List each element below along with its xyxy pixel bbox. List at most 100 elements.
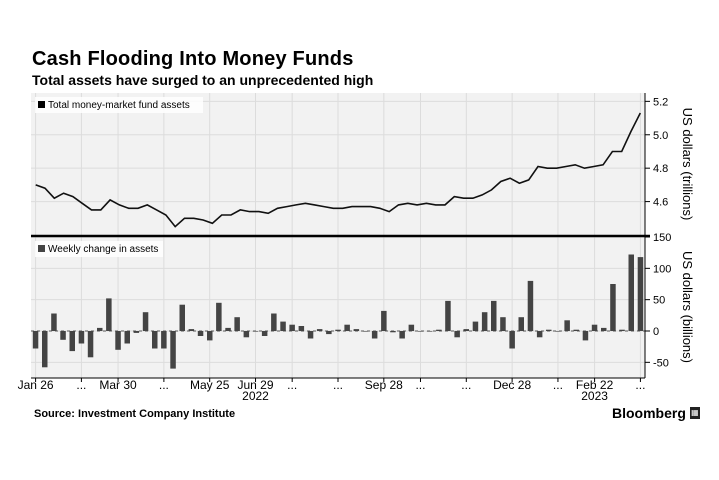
top-y-axis-title: US dollars (trillions) <box>680 108 695 221</box>
x-tick-label: Sep 28 <box>365 378 403 392</box>
bottom-legend-swatch <box>38 245 45 252</box>
weekly-change-bar <box>463 329 469 331</box>
weekly-change-bar <box>481 312 488 331</box>
weekly-change-bar <box>216 302 222 331</box>
weekly-change-bar <box>601 327 607 331</box>
year-label-2022: 2022 <box>242 389 269 400</box>
weekly-change-bar <box>500 317 506 331</box>
weekly-change-bar <box>170 331 176 369</box>
weekly-change-bar <box>243 331 250 338</box>
weekly-change-bar <box>307 331 314 339</box>
x-tick-label: Jan 26 <box>18 378 54 392</box>
weekly-change-bar <box>436 329 442 331</box>
chart-area: 4.6 4.8 5.0 5.2 -50 0 50 100 150 Total money-mark… <box>18 93 695 403</box>
weekly-change-bar <box>582 331 589 341</box>
weekly-change-bar <box>362 331 369 332</box>
weekly-change-bar <box>417 331 424 332</box>
x-tick-label: Dec 28 <box>493 378 531 392</box>
weekly-change-bar <box>472 321 479 331</box>
weekly-change-bar <box>271 313 277 331</box>
x-tick-label: ... <box>461 378 471 392</box>
weekly-change-bar <box>390 331 396 333</box>
year-label-2023: 2023 <box>581 389 608 400</box>
weekly-change-bar <box>546 329 552 331</box>
weekly-change-bar <box>252 331 259 332</box>
top-ytick-label: 4.6 <box>653 197 668 209</box>
weekly-change-bar <box>124 331 130 344</box>
money-funds-chart: 4.6 4.8 5.0 5.2 -50 0 50 100 150 Total money-mark… <box>18 93 695 403</box>
weekly-change-bar <box>426 331 433 332</box>
x-tick-label: ... <box>76 378 86 392</box>
weekly-change-bar <box>161 331 167 349</box>
x-tick-label: ... <box>333 378 343 392</box>
weekly-change-bar <box>527 280 534 331</box>
weekly-change-bar <box>60 331 66 340</box>
weekly-change-bar <box>179 304 185 331</box>
x-tick-label: May 25 <box>190 378 230 392</box>
weekly-change-bar <box>399 331 405 339</box>
bottom-ytick-label: 100 <box>653 263 671 275</box>
weekly-change-bar <box>555 331 561 332</box>
weekly-change-bar <box>225 327 231 331</box>
x-tick-label: ... <box>635 378 645 392</box>
weekly-change-bar <box>371 331 378 339</box>
weekly-change-bar <box>87 331 94 358</box>
weekly-change-bar <box>637 257 644 331</box>
bottom-ytick-label: 0 <box>653 326 659 338</box>
weekly-change-bar <box>32 331 39 349</box>
x-tick-label: ... <box>159 378 169 392</box>
weekly-change-bar <box>197 331 204 336</box>
weekly-change-bar <box>69 331 75 352</box>
weekly-change-bar <box>115 331 121 350</box>
assets-line <box>35 112 642 228</box>
top-ytick-label: 5.2 <box>653 96 668 108</box>
top-legend-swatch <box>38 101 45 108</box>
weekly-change-bar <box>408 324 415 331</box>
weekly-change-bar <box>207 331 213 341</box>
x-tick-label: Jun 29 <box>238 378 274 392</box>
weekly-change-bar <box>381 310 387 331</box>
top-legend-label: Total money-market fund assets <box>48 100 190 111</box>
bottom-ytick-label: -50 <box>653 357 669 369</box>
weekly-change-bar <box>188 329 195 331</box>
weekly-change-bar <box>234 317 240 331</box>
weekly-change-bar <box>591 324 598 331</box>
weekly-change-bar <box>280 321 286 331</box>
weekly-change-bar <box>454 331 460 338</box>
weekly-change-bar <box>344 324 350 331</box>
weekly-change-bar <box>326 331 332 335</box>
bottom-ytick-label: 50 <box>653 295 665 307</box>
weekly-change-bar <box>289 324 295 331</box>
weekly-change-bar <box>564 320 570 331</box>
weekly-change-bar <box>573 329 579 331</box>
weekly-change-bar <box>51 313 57 331</box>
chart-subtitle: Total assets have surged to an unprecede… <box>32 72 374 88</box>
weekly-change-bar <box>106 298 112 331</box>
bloomberg-mark-icon: ▦ <box>689 407 700 419</box>
weekly-change-bar <box>491 300 497 331</box>
bottom-legend-box <box>35 241 163 257</box>
top-ytick-label: 4.8 <box>653 163 668 175</box>
weekly-change-bar <box>298 326 305 331</box>
top-legend-box <box>35 97 203 113</box>
weekly-change-bar <box>619 329 625 331</box>
x-tick-label: Mar 30 <box>99 378 137 392</box>
weekly-change-bar <box>518 317 524 331</box>
weekly-change-bar <box>610 284 616 331</box>
bottom-legend-label: Weekly change in assets <box>48 244 158 255</box>
top-ytick-label: 5.0 <box>653 130 668 142</box>
weekly-change-bar <box>353 329 360 331</box>
weekly-change-bar <box>133 331 140 333</box>
source-note: Source: Investment Company Institute <box>34 408 236 420</box>
weekly-change-bar <box>142 312 149 331</box>
weekly-change-bar <box>261 331 268 336</box>
weekly-change-bar <box>536 331 543 338</box>
weekly-change-bar <box>335 329 341 331</box>
weekly-change-bar <box>78 331 85 344</box>
bloomberg-logo: Bloomberg ▦ <box>612 405 700 421</box>
x-tick-label: ... <box>415 378 425 392</box>
bottom-y-axis-title: US dollars (billions) <box>680 251 695 363</box>
x-tick-label: Feb 22 <box>576 378 614 392</box>
weekly-change-bar <box>509 331 515 349</box>
x-tick-label: ... <box>553 378 563 392</box>
